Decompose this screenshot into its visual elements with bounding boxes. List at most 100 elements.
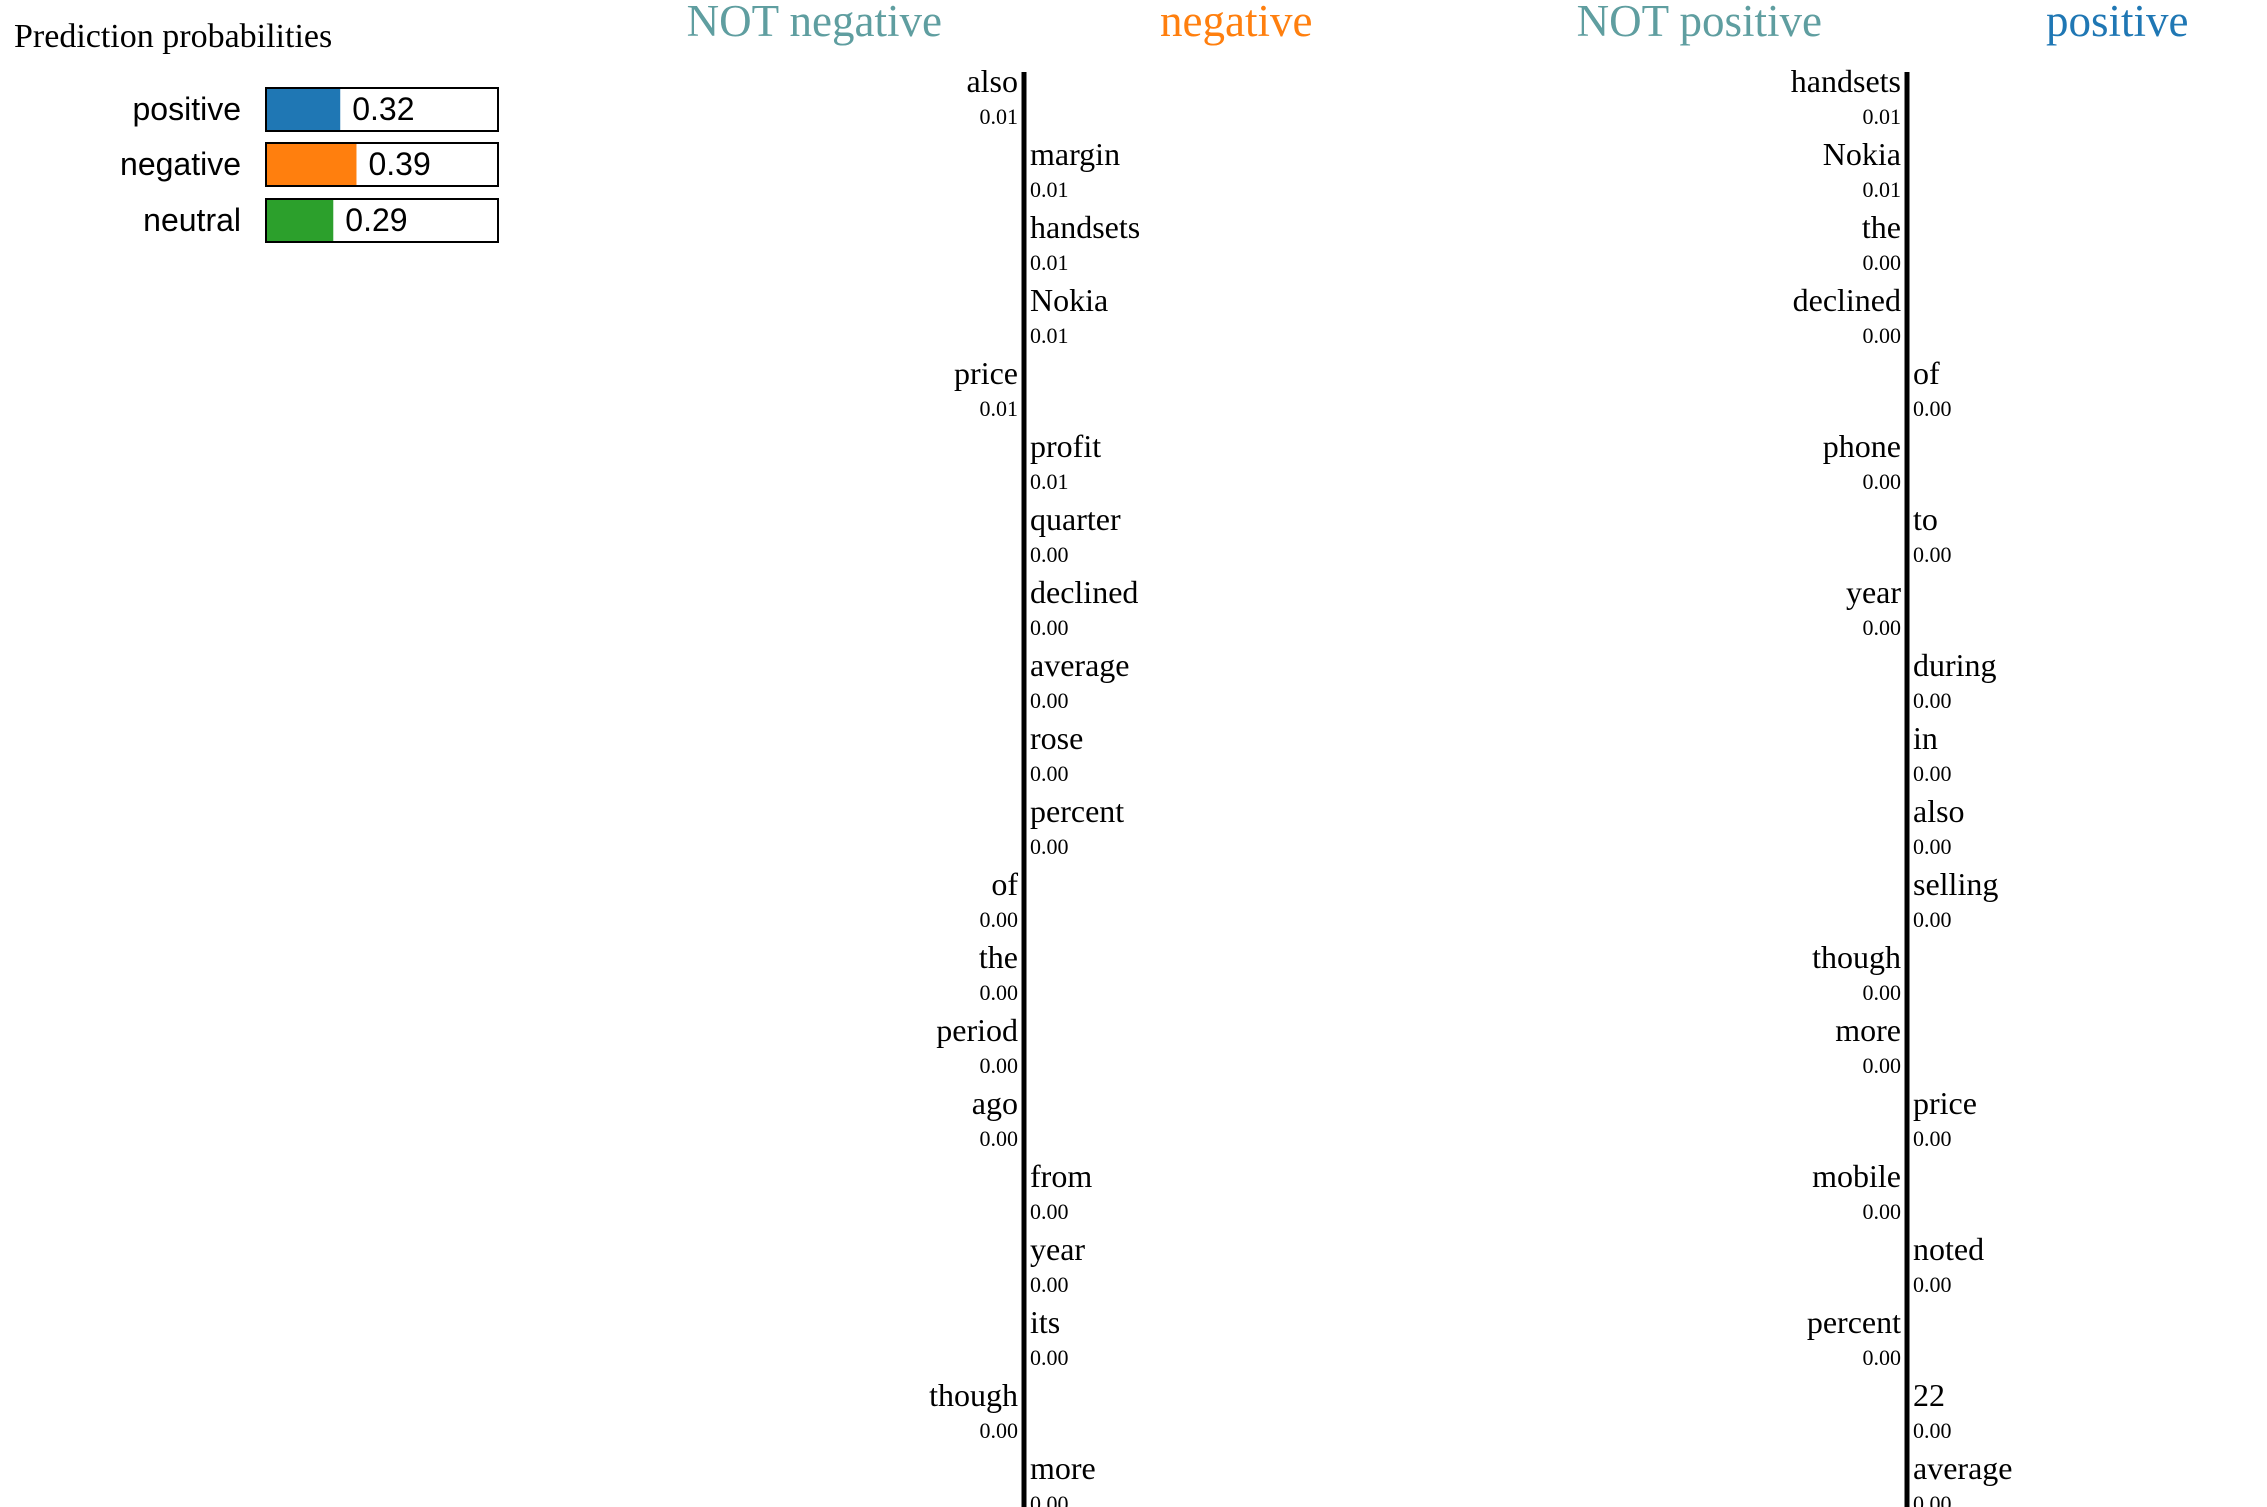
probability-value: 0.32 [352,91,414,127]
feature-item: year 0.00 [1030,1231,1085,1297]
feature-item: profit 0.01 [1030,428,1101,494]
feature-item: also 0.01 [966,63,1018,129]
feature-item: price 0.00 [1913,1085,1977,1151]
feature-item: handsets 0.01 [1030,209,1140,275]
feature-weight: 0.00 [1913,396,1952,421]
feature-item: declined 0.00 [1030,574,1138,640]
feature-word: its [1030,1304,1060,1340]
feature-item: mobile 0.00 [1812,1158,1901,1224]
feature-word: margin [1030,136,1120,172]
feature-item: handsets 0.01 [1791,63,1901,129]
feature-word: more [1835,1012,1901,1048]
feature-item: rose 0.00 [1030,720,1083,786]
feature-weight: 0.01 [1030,323,1069,348]
feature-word: profit [1030,428,1101,464]
feature-word: more [1030,1450,1096,1486]
feature-word: the [979,939,1018,975]
feature-weight: 0.00 [980,1053,1019,1078]
feature-item: Nokia 0.01 [1823,136,1901,202]
feature-weight: 0.00 [1863,250,1902,275]
feature-word: average [1030,647,1129,683]
feature-weight: 0.00 [1030,688,1069,713]
feature-word: from [1030,1158,1092,1194]
feature-word: year [1030,1231,1085,1267]
feature-weight: 0.01 [1030,250,1069,275]
feature-item: declined 0.00 [1793,282,1901,348]
positive-explanation-chart: NOT positive positive handsets 0.01 Nokia 0… [1577,0,2189,1507]
feature-weight: 0.00 [1863,469,1902,494]
feature-word: 22 [1913,1377,1945,1413]
feature-item: year 0.00 [1846,574,1901,640]
probability-label: neutral [143,202,241,238]
feature-item: percent 0.00 [1807,1304,1901,1370]
feature-weight: 0.00 [1863,1345,1902,1370]
feature-word: handsets [1030,209,1140,245]
prediction-probabilities-panel: Prediction probabilities positive 0.32 neg… [14,18,499,243]
feature-weight: 0.00 [1913,688,1952,713]
feature-weight: 0.00 [980,907,1019,932]
feature-word: also [966,63,1018,99]
feature-word: also [1913,793,1965,829]
feature-weight: 0.01 [980,104,1019,129]
feature-weight: 0.00 [1913,907,1952,932]
feature-word: price [954,355,1018,391]
feature-item: in 0.00 [1913,720,1952,786]
feature-weight: 0.01 [1030,469,1069,494]
probability-bar-fill [267,89,341,130]
feature-weight: 0.01 [1030,177,1069,202]
feature-weight: 0.00 [1913,1491,1952,1507]
feature-word: in [1913,720,1938,756]
negative-header: negative [1160,0,1312,46]
feature-word: selling [1913,866,1998,902]
feature-word: declined [1793,282,1901,318]
feature-item: percent 0.00 [1030,793,1124,859]
feature-item: though 0.00 [1812,939,1901,1005]
feature-item: margin 0.01 [1030,136,1120,202]
feature-item: average 0.00 [1913,1450,2012,1507]
feature-word: handsets [1791,63,1901,99]
feature-weight: 0.00 [1863,1199,1902,1224]
feature-item: from 0.00 [1030,1158,1092,1224]
feature-weight: 0.00 [980,1126,1019,1151]
feature-word: the [1862,209,1901,245]
feature-item: noted 0.00 [1913,1231,1984,1297]
feature-word: to [1913,501,1938,537]
feature-item: quarter 0.00 [1030,501,1121,567]
probability-row-negative: negative 0.39 [120,142,499,187]
feature-item: Nokia 0.01 [1030,282,1108,348]
feature-weight: 0.00 [1913,834,1952,859]
feature-word: of [991,866,1018,902]
feature-item: more 0.00 [1835,1012,1901,1078]
feature-word: period [936,1012,1018,1048]
feature-item: of 0.00 [980,866,1019,932]
probability-row-neutral: neutral 0.29 [143,198,499,243]
feature-weight: 0.00 [1913,761,1952,786]
feature-word: percent [1807,1304,1901,1340]
feature-word: ago [972,1085,1018,1121]
feature-word: average [1913,1450,2012,1486]
feature-word: Nokia [1030,282,1108,318]
feature-item: ago 0.00 [972,1085,1018,1151]
feature-word: noted [1913,1231,1984,1267]
feature-item: 220.00 [1913,1377,1952,1443]
feature-item: period 0.00 [936,1012,1018,1078]
feature-word: price [1913,1085,1977,1121]
feature-weight: 0.00 [980,1418,1019,1443]
feature-weight: 0.00 [1030,1345,1069,1370]
feature-item: to 0.00 [1913,501,1952,567]
feature-item: average 0.00 [1030,647,1129,713]
feature-weight: 0.00 [1863,615,1902,640]
feature-item: the 0.00 [1862,209,1901,275]
feature-weight: 0.00 [1030,615,1069,640]
feature-item: during 0.00 [1913,647,1997,713]
feature-word: year [1846,574,1901,610]
feature-weight: 0.00 [1863,323,1902,348]
negative-explanation-chart: NOT negative negative also 0.01 margin 0.01… [687,0,1312,1507]
probability-row-positive: positive 0.32 [133,87,499,132]
probability-bar-fill [267,200,334,241]
feature-word: mobile [1812,1158,1901,1194]
feature-item: phone 0.00 [1823,428,1901,494]
feature-item: also 0.00 [1913,793,1965,859]
probability-rows: positive 0.32 negative 0.39 neutral 0.29 [120,87,499,243]
feature-weight: 0.00 [1030,1491,1069,1507]
